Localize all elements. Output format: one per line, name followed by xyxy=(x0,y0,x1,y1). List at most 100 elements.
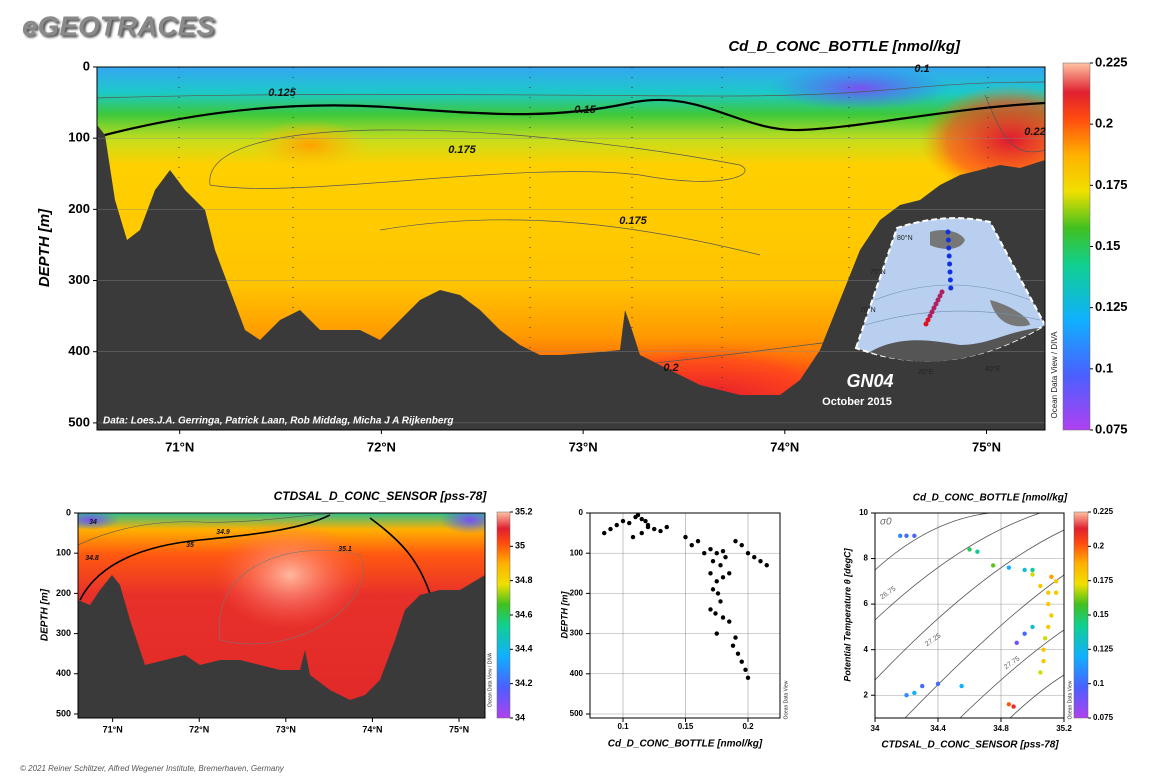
point xyxy=(715,591,721,596)
contour-line xyxy=(379,219,761,256)
plot-frame xyxy=(589,512,781,719)
y-tick-label: 0 xyxy=(579,508,584,517)
y-tick-label: 10 xyxy=(859,508,868,517)
point xyxy=(614,522,619,528)
x-tick-label: 0.1 xyxy=(617,722,629,731)
point xyxy=(733,538,738,544)
point xyxy=(1011,704,1016,709)
colorbar-label: 34.8 xyxy=(515,575,533,585)
y-tick-label: 300 xyxy=(68,272,90,287)
plot-area xyxy=(97,67,1045,430)
contour-label: 0.175 xyxy=(448,144,476,156)
field-patch xyxy=(770,67,950,110)
point xyxy=(608,526,613,532)
point xyxy=(683,534,688,540)
chart-title: Cd_D_CONC_BOTTLE [nmol/kg] xyxy=(913,493,1068,504)
field-patch xyxy=(440,513,485,534)
y-tick-label: 2 xyxy=(864,690,869,699)
point xyxy=(723,555,728,560)
x-tick-label: 73°N xyxy=(569,439,598,454)
colorbar-label: 0.075 xyxy=(1095,421,1128,436)
plot-bg xyxy=(875,513,1064,718)
x-tick-label: 71°N xyxy=(103,724,123,734)
y-tick-label: 0 xyxy=(66,507,71,517)
point xyxy=(727,619,732,624)
point xyxy=(710,587,716,592)
colorbar xyxy=(1062,62,1091,431)
point xyxy=(1049,574,1054,579)
colorbar-label: 34.4 xyxy=(515,644,533,654)
point xyxy=(708,571,713,576)
point xyxy=(630,534,636,540)
colorbar-label: 0.2 xyxy=(1093,541,1105,550)
y-axis-label: Potential Temperature θ [degC] xyxy=(842,547,852,681)
point xyxy=(975,549,980,554)
map-land xyxy=(870,328,1040,362)
point xyxy=(718,563,723,568)
isopycnal xyxy=(904,574,1064,718)
colorbar-label: 0.225 xyxy=(1095,54,1128,69)
x-tick-label: 0.2 xyxy=(742,722,754,731)
isopycnal xyxy=(875,529,1064,681)
chart-title: CTDSAL_D_CONC_SENSOR [pss-78] xyxy=(274,489,488,503)
colorbar xyxy=(1073,511,1089,719)
point xyxy=(743,667,748,672)
map-station xyxy=(947,277,953,283)
contour-label: 0.15 xyxy=(574,104,596,116)
y-tick-label: 300 xyxy=(56,628,71,638)
colorbar xyxy=(496,511,511,719)
y-tick-label: 500 xyxy=(570,709,584,718)
copyright: © 2021 Reiner Schlitzer, Alfred Wegener … xyxy=(20,764,285,773)
x-tick-label: 34 xyxy=(871,724,880,733)
x-tick-label: 0.15 xyxy=(678,722,694,731)
contour-label: 35 xyxy=(186,542,194,549)
map-station xyxy=(945,229,951,235)
map-station xyxy=(923,321,929,327)
point xyxy=(1022,567,1027,573)
point xyxy=(602,530,607,536)
point xyxy=(904,533,909,538)
colorbar-label: 0.225 xyxy=(1093,507,1114,516)
map-station xyxy=(929,309,935,315)
y-tick-label: 6 xyxy=(864,599,869,608)
point xyxy=(990,563,996,568)
credit: Data: Loes.J.A. Gerringa, Patrick Laan, … xyxy=(103,416,453,427)
x-tick-label: 74°N xyxy=(362,724,382,734)
point xyxy=(1046,590,1051,595)
point xyxy=(689,542,694,548)
map-station xyxy=(935,297,941,303)
point xyxy=(764,563,769,568)
point xyxy=(1041,647,1046,652)
map-station xyxy=(946,253,952,259)
colorbar-label: 0.175 xyxy=(1095,177,1128,192)
x-axis-label: Cd_D_CONC_BOTTLE [nmol/kg] xyxy=(608,739,763,750)
colorbar-label: 0.1 xyxy=(1095,360,1113,375)
y-tick-label: 0 xyxy=(83,58,90,73)
plot-frame xyxy=(77,512,486,719)
cruise-date: October 2015 xyxy=(822,396,892,408)
x-tick-label: 75°N xyxy=(449,724,469,734)
point xyxy=(708,607,713,612)
contour-line xyxy=(97,81,1045,99)
plot-area xyxy=(78,513,485,718)
contour-label: 34.8 xyxy=(85,555,99,562)
watermark: Ocean Data View / DIVA xyxy=(487,652,493,707)
x-tick-label: 34.8 xyxy=(993,724,1009,733)
colorbar-label: 0.15 xyxy=(1093,610,1109,619)
colorbar-label: 0.125 xyxy=(1095,299,1128,314)
point xyxy=(645,524,651,530)
contour-line xyxy=(78,513,341,546)
plot-frame xyxy=(96,66,1046,431)
map-station xyxy=(939,289,945,295)
contour-line xyxy=(209,129,746,189)
map-station xyxy=(947,269,953,275)
point xyxy=(1030,624,1035,630)
colorbar-label: 34 xyxy=(515,712,525,722)
point xyxy=(1049,613,1054,618)
point xyxy=(935,681,941,687)
point xyxy=(739,542,744,548)
point xyxy=(752,555,757,560)
colorbar-label: 35.2 xyxy=(515,506,533,516)
colorbar-label: 0.1 xyxy=(1093,679,1105,688)
y-tick-label: 300 xyxy=(570,629,584,638)
